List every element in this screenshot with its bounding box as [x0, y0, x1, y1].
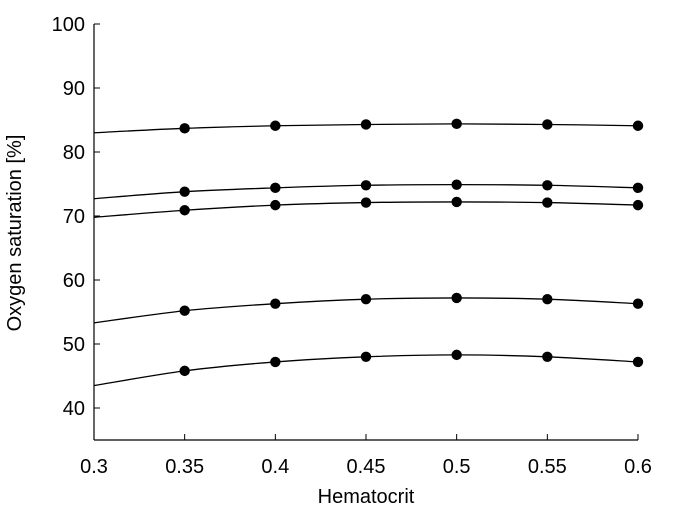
data-point	[179, 365, 190, 377]
y-ticks: 40 50 60 70 80 90 100	[52, 14, 100, 420]
data-point	[542, 119, 553, 130]
data-point	[542, 197, 553, 208]
y-tick-label: 80	[63, 142, 85, 164]
x-tick-label: 0.35	[165, 456, 204, 478]
x-ticks: 0.3 0.35 0.4 0.45 0.5 0.55 0.6	[80, 434, 652, 478]
x-tick-label: 0.45	[347, 456, 386, 478]
data-point	[451, 196, 462, 208]
y-tick-label: 60	[63, 270, 85, 292]
data-point	[179, 123, 190, 134]
data-point	[360, 180, 372, 191]
series-lines	[93, 123, 639, 387]
data-point	[542, 351, 553, 362]
x-tick-label: 0.6	[624, 456, 652, 478]
y-tick-label: 50	[63, 334, 85, 356]
data-point	[451, 118, 462, 130]
x-axis-label: Hematocrit	[318, 486, 415, 508]
y-tick-label: 100	[52, 14, 85, 36]
data-point	[632, 182, 644, 194]
y-tick-label: 70	[63, 206, 85, 228]
x-tick-label: 0.3	[80, 456, 108, 478]
data-point	[632, 199, 644, 211]
data-point	[270, 120, 281, 131]
data-point	[360, 294, 372, 305]
data-point	[542, 180, 553, 191]
data-point	[179, 205, 190, 216]
data-point	[360, 119, 372, 130]
series-markers	[179, 118, 644, 377]
data-point	[270, 199, 281, 211]
x-tick-label: 0.5	[443, 456, 471, 478]
y-tick-label: 90	[63, 78, 85, 100]
data-point	[270, 298, 281, 309]
y-tick-label: 40	[63, 398, 85, 420]
data-point	[632, 120, 644, 131]
data-point	[270, 182, 281, 194]
data-point	[542, 294, 553, 305]
data-point	[451, 349, 462, 361]
data-point	[360, 197, 372, 208]
data-point	[270, 356, 281, 368]
axes	[93, 24, 638, 441]
data-point	[451, 292, 462, 304]
data-point	[179, 305, 190, 316]
x-tick-label: 0.4	[261, 456, 289, 478]
data-point	[451, 179, 462, 190]
data-point	[179, 186, 190, 197]
y-axis-label: Oxygen saturation [%]	[4, 135, 26, 332]
x-tick-label: 0.55	[528, 456, 567, 478]
data-point	[632, 356, 644, 368]
data-point	[360, 351, 372, 362]
data-point	[632, 298, 644, 309]
